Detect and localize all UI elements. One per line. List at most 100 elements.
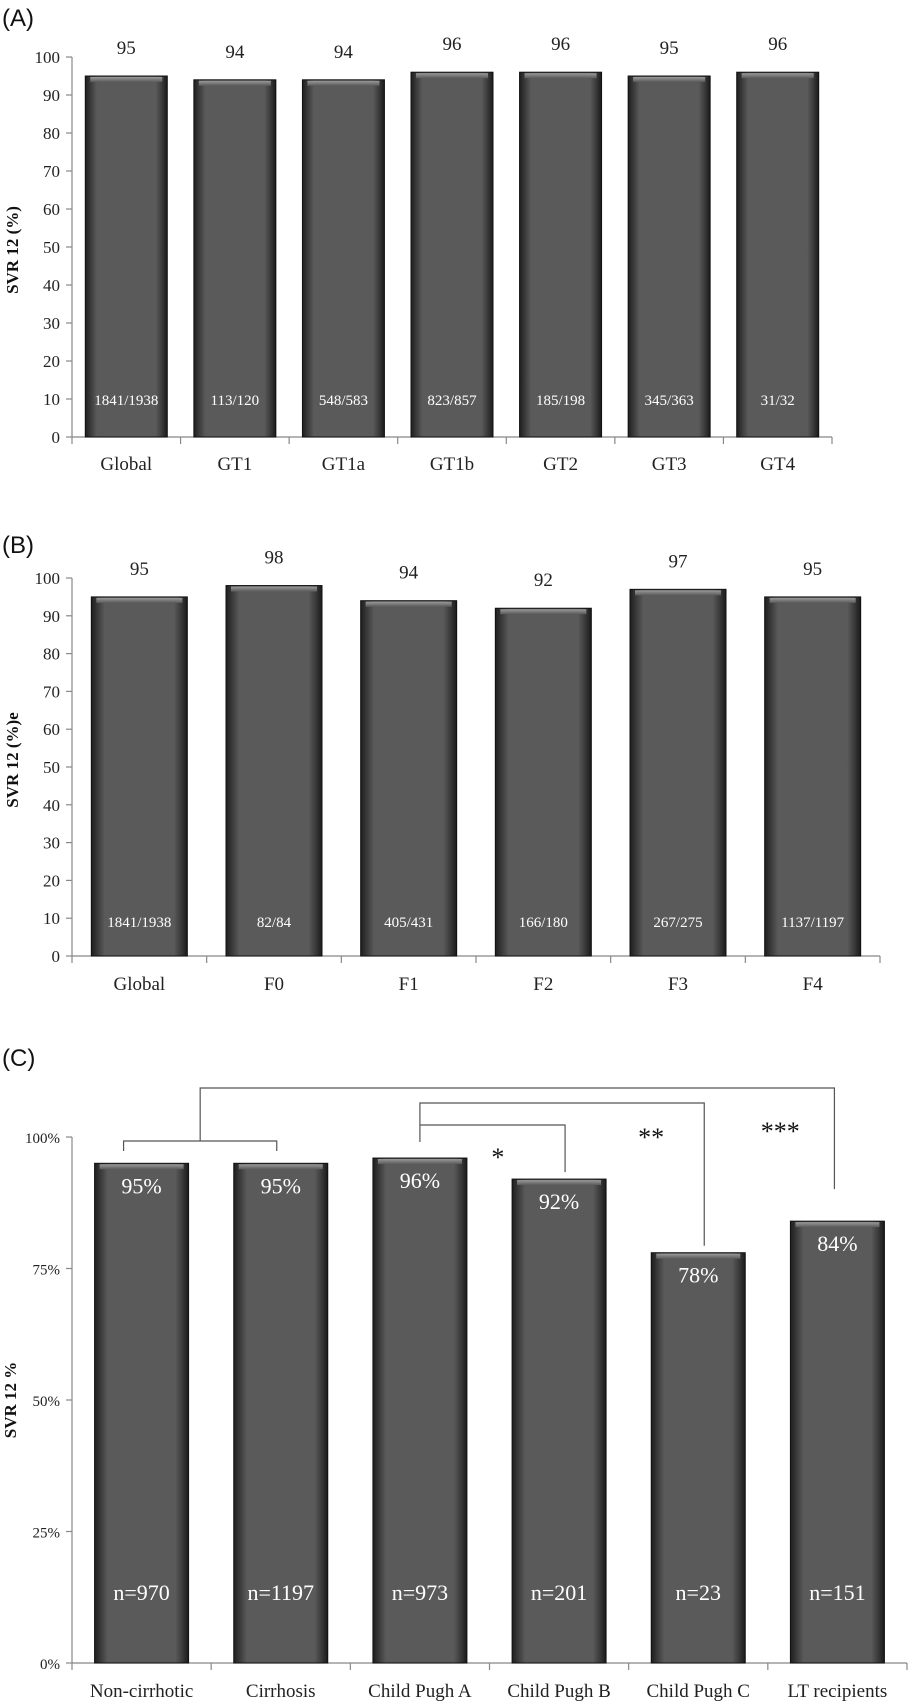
panel-a-value-label: 94 <box>334 42 354 63</box>
panel-b-y-tick-label: 0 <box>52 947 61 966</box>
panel-b-value-label: 98 <box>265 548 284 569</box>
panel-c-significance-marker: ** <box>638 1123 664 1152</box>
panel-a-chart: (A) SVR 12 (%) 0 10 20 30 40 50 60 70 80 90 100 95 1… <box>2 5 833 475</box>
panel-b-bar-highlight <box>96 597 183 603</box>
panel-b-bar <box>764 596 862 957</box>
panel-c-significance-marker: * <box>491 1143 504 1172</box>
panel-c-value-label: 78% <box>678 1263 718 1288</box>
panel-c-y-tick-label: 0% <box>40 1657 60 1673</box>
panel-b-count-label: 1137/1197 <box>781 915 845 931</box>
panel-c-bracket-lt <box>199 1087 836 1190</box>
panel-c-count-label: n=23 <box>676 1580 721 1605</box>
panel-b-bar-highlight <box>635 590 721 596</box>
panel-b-y-tick-label: 30 <box>43 834 60 853</box>
panel-c-count-label: n=201 <box>531 1580 587 1605</box>
panel-c-category-label: Non-cirrhotic <box>90 1681 193 1701</box>
panel-b-y-tick-label: 40 <box>43 796 60 815</box>
panel-b-value-label: 95 <box>130 559 149 580</box>
panel-a-bar <box>410 71 494 438</box>
panel-a-bar-highlight <box>633 77 706 82</box>
panel-a-y-tick-label: 40 <box>43 276 60 295</box>
panel-b-bar-highlight <box>500 609 587 615</box>
panel-b-value-label: 95 <box>803 559 822 580</box>
panel-a-bar-highlight <box>198 80 271 86</box>
panel-c-bar <box>372 1157 468 1664</box>
panel-a-bar <box>736 71 820 438</box>
panel-a-value-label: 95 <box>117 38 136 59</box>
panel-b-y-tick-label: 100 <box>35 569 61 588</box>
panel-a-y-tick-label: 80 <box>43 124 60 143</box>
panel-a-value-label: 96 <box>443 34 462 55</box>
panel-a-count-label: 1841/1938 <box>94 393 158 409</box>
panel-c-bar-highlight <box>238 1164 323 1170</box>
panel-c-count-label: n=970 <box>113 1580 169 1605</box>
panel-c-bar-highlight <box>656 1253 741 1259</box>
panel-c-y-tick-label: 100% <box>25 1131 60 1147</box>
panel-c-bracket-cpb <box>419 1124 566 1173</box>
panel-c-count-label: n=973 <box>392 1580 448 1605</box>
panel-b-category-label: Global <box>113 974 165 995</box>
panel-a-y-tick-label: 90 <box>43 86 60 105</box>
panel-a-y-tick-label: 100 <box>35 48 61 67</box>
panel-a-count-label: 548/583 <box>319 393 368 409</box>
panel-a-category-label: GT1b <box>430 454 474 475</box>
panel-b-category-label: F0 <box>264 974 284 995</box>
panel-c-category-label: LT recipients <box>788 1681 888 1701</box>
panel-a-value-label: 95 <box>660 38 679 59</box>
panel-b-bar <box>360 600 458 957</box>
panel-a-y-axis-label: SVR 12 (%) <box>3 206 22 294</box>
panel-a-y-tick-label: 50 <box>43 238 60 257</box>
panel-b-bar <box>90 596 188 957</box>
panel-a-category-label: GT1a <box>322 454 366 475</box>
panel-a-value-label: 96 <box>768 34 787 55</box>
panel-a-value-label: 96 <box>551 34 570 55</box>
panel-c-value-label: 84% <box>817 1231 857 1256</box>
panel-c-y-tick-label: 50% <box>33 1394 61 1410</box>
panel-c-value-label: 95% <box>261 1173 301 1198</box>
panel-c-value-label: 96% <box>400 1168 440 1193</box>
panel-c-category-label: Child Pugh C <box>647 1681 750 1701</box>
panel-b-count-label: 1841/1938 <box>107 915 171 931</box>
panel-a-bar <box>84 75 168 438</box>
panel-b-y-tick-label: 90 <box>43 607 60 626</box>
panel-c-bracket-cpc <box>419 1102 705 1246</box>
panel-a-y-tick-label: 30 <box>43 314 60 333</box>
panel-c-y-axis-label: SVR 12 % <box>1 1362 20 1439</box>
panel-a-count-label: 345/363 <box>645 393 694 409</box>
panel-b-value-label: 94 <box>399 563 419 584</box>
panel-a-bar-highlight <box>524 73 597 79</box>
panel-a-count-label: 823/857 <box>427 393 477 409</box>
panel-a-y-tick-label: 20 <box>43 352 60 371</box>
panel-a-value-label: 94 <box>225 42 245 63</box>
panel-b-bar <box>225 585 323 957</box>
panel-b-bar-highlight <box>365 601 452 607</box>
panel-c-significance-marker: *** <box>761 1117 800 1146</box>
panel-c-count-label: n=1197 <box>247 1580 314 1605</box>
panel-a-y-tick-label: 10 <box>43 390 60 409</box>
panel-a-bar <box>627 75 711 438</box>
panel-c-bar <box>94 1162 190 1664</box>
panel-b-letter: (B) <box>2 532 34 559</box>
panel-c-bar-highlight <box>377 1159 462 1165</box>
panel-b-y-tick-label: 80 <box>43 645 60 664</box>
panel-c-bar <box>789 1220 885 1664</box>
panel-b-count-label: 166/180 <box>519 915 568 931</box>
panel-a-bar <box>301 79 385 438</box>
panel-a-count-label: 31/32 <box>761 393 795 409</box>
panel-a-bar-highlight <box>90 77 163 82</box>
panel-c-value-label: 95% <box>121 1173 161 1198</box>
panel-b-bar-highlight <box>231 586 317 592</box>
panel-b-category-label: F3 <box>668 974 688 995</box>
panel-a-y-tick-label: 0 <box>52 428 61 447</box>
panel-c-category-label: Child Pugh B <box>507 1681 610 1701</box>
panel-a-count-label: 113/120 <box>211 393 260 409</box>
panel-b-bar <box>494 607 592 957</box>
panel-b-y-tick-label: 20 <box>43 871 60 890</box>
panel-b-value-label: 97 <box>669 551 688 572</box>
panel-a-y-tick-label: 70 <box>43 162 60 181</box>
panel-c-category-label: Cirrhosis <box>246 1681 316 1701</box>
panel-c-category-label: Child Pugh A <box>368 1681 472 1701</box>
panel-a-category-label: GT2 <box>543 454 578 475</box>
panel-a-category-label: GT1 <box>217 454 252 475</box>
